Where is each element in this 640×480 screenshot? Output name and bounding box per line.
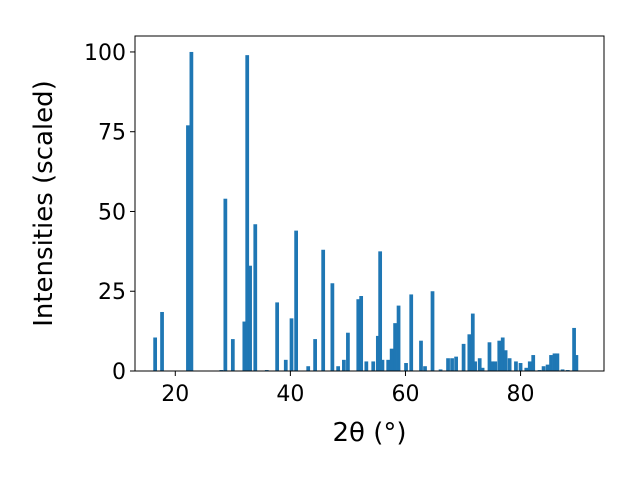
bar xyxy=(356,299,361,371)
bar xyxy=(153,337,158,371)
bar xyxy=(371,361,376,371)
x-tick-label: 40 xyxy=(276,382,304,407)
bar xyxy=(480,367,485,371)
bar xyxy=(430,291,435,371)
bar xyxy=(189,51,194,371)
bar xyxy=(283,359,288,371)
bar xyxy=(419,340,423,371)
bar xyxy=(186,125,190,371)
x-axis-ticks: 20 40 60 80 xyxy=(161,371,535,407)
bar xyxy=(294,230,298,371)
y-tick-label: 0 xyxy=(112,360,126,385)
bar xyxy=(396,305,401,371)
bar xyxy=(306,366,311,371)
bar xyxy=(330,283,335,371)
bar xyxy=(518,363,523,371)
bar xyxy=(336,366,341,371)
bar xyxy=(490,361,495,371)
bar xyxy=(313,339,317,371)
bar xyxy=(549,355,553,371)
bar xyxy=(560,369,565,371)
bar xyxy=(527,361,532,371)
y-axis-ticks: 0 25 50 75 100 xyxy=(84,41,135,385)
bar xyxy=(289,318,294,371)
bar xyxy=(467,334,472,371)
bar xyxy=(380,359,385,371)
y-axis-title: Intensities (scaled) xyxy=(29,80,59,327)
bar xyxy=(500,337,505,371)
bar xyxy=(242,321,247,371)
bar xyxy=(507,358,512,371)
bar xyxy=(503,350,508,371)
bar xyxy=(477,358,482,371)
bar xyxy=(574,355,579,371)
bar xyxy=(253,224,258,371)
y-tick-label: 100 xyxy=(84,41,126,66)
bar xyxy=(450,358,454,371)
y-tick-label: 50 xyxy=(98,200,126,225)
bar xyxy=(514,361,518,371)
bar xyxy=(487,342,492,371)
bar xyxy=(524,367,529,371)
bar xyxy=(438,369,443,371)
bar xyxy=(375,335,380,371)
bar xyxy=(497,340,502,371)
bar xyxy=(378,251,383,371)
bar xyxy=(454,356,458,371)
bar xyxy=(470,313,475,371)
x-tick-label: 80 xyxy=(507,382,535,407)
x-tick-label: 60 xyxy=(391,382,419,407)
bar xyxy=(409,294,414,371)
bar xyxy=(545,364,550,371)
bar xyxy=(461,343,466,371)
bar xyxy=(230,339,235,371)
bar xyxy=(555,353,560,371)
bar xyxy=(572,327,576,371)
y-tick-label: 25 xyxy=(98,280,126,305)
bar xyxy=(393,323,397,371)
bar xyxy=(248,265,252,371)
bar xyxy=(364,361,369,371)
bar xyxy=(346,332,350,371)
bar xyxy=(423,366,427,371)
bar xyxy=(389,348,394,371)
x-axis-title: 2θ (°) xyxy=(332,418,406,448)
bar xyxy=(541,366,546,371)
plot-area: 20 40 60 80 0 25 50 75 100 xyxy=(84,35,605,407)
bar xyxy=(245,55,250,371)
x-tick-label: 20 xyxy=(161,382,189,407)
bar xyxy=(493,361,498,371)
bar xyxy=(342,359,346,371)
bar xyxy=(160,311,164,371)
bars-group xyxy=(153,51,579,371)
bar xyxy=(552,353,557,371)
bar xyxy=(404,363,408,371)
bar xyxy=(446,358,450,371)
bar xyxy=(321,249,326,371)
y-tick-label: 75 xyxy=(98,121,126,146)
bar xyxy=(386,359,391,371)
bar xyxy=(223,198,228,371)
plot-frame xyxy=(134,35,605,372)
bar xyxy=(275,302,280,371)
bar xyxy=(531,355,536,371)
bar xyxy=(473,361,477,371)
bar xyxy=(359,296,364,371)
